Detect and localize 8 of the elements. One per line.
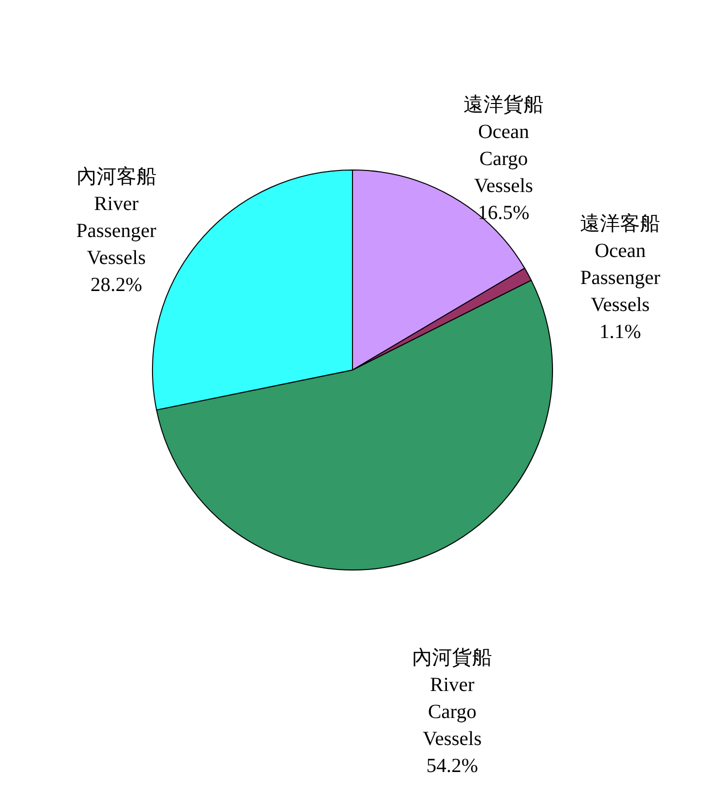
data-label: 16.5% <box>478 202 530 224</box>
slice-label: 內河客船 River Passenger Vessels <box>76 166 157 270</box>
data-label: 28.2% <box>90 274 142 296</box>
data-label: 1.1% <box>599 320 642 343</box>
slice-label: 內河貨船 River Cargo Vessels <box>412 647 492 750</box>
slice-label: 遠洋貨船 Ocean Cargo Vessels <box>464 94 544 198</box>
slice-label: 遠洋客船 Ocean Passenger Vessels <box>580 212 661 316</box>
data-label: 54.2% <box>426 755 478 778</box>
